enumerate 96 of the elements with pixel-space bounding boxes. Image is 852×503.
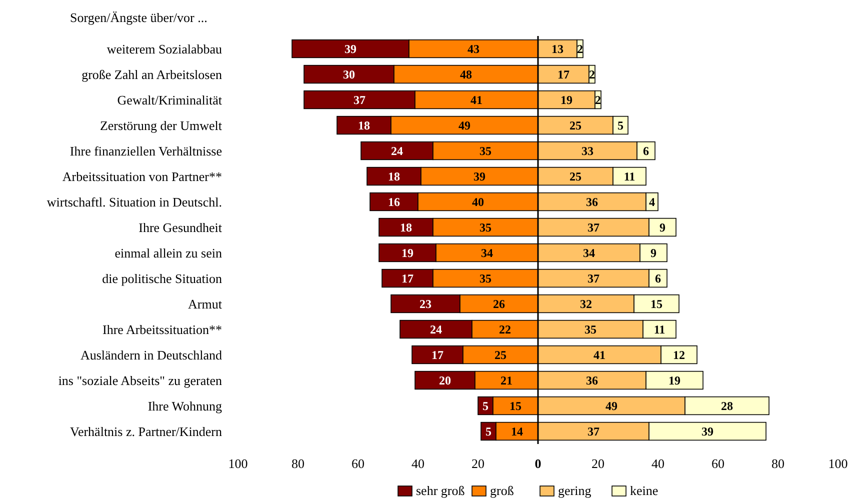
data-label: 26 bbox=[493, 296, 505, 311]
data-label: 22 bbox=[499, 322, 511, 336]
x-tick-label: 60 bbox=[352, 456, 364, 471]
data-label: 2 bbox=[595, 92, 601, 107]
data-label: 18 bbox=[400, 220, 412, 234]
x-tick-label: 100 bbox=[228, 456, 248, 471]
y-tick-label: ins "soziale Abseits" zu geraten bbox=[58, 372, 222, 388]
x-tick-label: 0 bbox=[534, 456, 542, 471]
data-label: 41 bbox=[470, 92, 482, 107]
x-tick-label: 20 bbox=[592, 456, 604, 471]
data-label: 20 bbox=[439, 373, 451, 388]
data-label: 39 bbox=[702, 424, 714, 438]
data-label: 48 bbox=[460, 67, 472, 82]
data-label: 49 bbox=[606, 398, 618, 413]
y-tick-label: Gewalt/Kriminalität bbox=[117, 92, 222, 108]
x-tick-label: 100 bbox=[828, 456, 848, 471]
data-label: 17 bbox=[558, 67, 570, 82]
data-label: 13 bbox=[552, 42, 564, 56]
data-label: 43 bbox=[468, 42, 480, 56]
data-label: 6 bbox=[643, 144, 649, 158]
data-label: 4 bbox=[649, 194, 655, 209]
data-label: 35 bbox=[584, 322, 596, 336]
legend-label: groß bbox=[490, 483, 514, 498]
legend-label: gering bbox=[558, 483, 592, 498]
data-label: 32 bbox=[580, 296, 592, 311]
y-tick-label: Ausländern in Deutschland bbox=[80, 347, 222, 362]
data-label: 5 bbox=[482, 398, 488, 413]
data-label: 25 bbox=[494, 348, 506, 362]
data-label: 24 bbox=[430, 322, 442, 336]
data-label: 28 bbox=[721, 398, 733, 413]
data-label: 18 bbox=[358, 118, 370, 132]
data-label: 49 bbox=[458, 118, 470, 132]
data-label: 39 bbox=[344, 42, 356, 56]
y-tick-label: große Zahl an Arbeitslosen bbox=[82, 66, 222, 82]
data-label: 30 bbox=[343, 67, 355, 82]
data-label: 37 bbox=[588, 220, 600, 234]
x-tick-label: 80 bbox=[292, 456, 304, 471]
data-label: 19 bbox=[560, 92, 572, 107]
data-label: 35 bbox=[480, 220, 492, 234]
y-tick-label: Zerstörung der Umwelt bbox=[100, 118, 222, 133]
data-label: 12 bbox=[673, 348, 685, 362]
data-label: 17 bbox=[402, 271, 414, 286]
data-label: 39 bbox=[474, 169, 486, 184]
y-tick-label: Ihre Gesundheit bbox=[138, 220, 222, 235]
data-label: 33 bbox=[582, 144, 594, 158]
data-label: 14 bbox=[511, 424, 523, 438]
data-label: 2 bbox=[589, 67, 595, 82]
y-tick-label: weiterem Sozialabbau bbox=[106, 41, 222, 56]
data-label: 5 bbox=[486, 424, 492, 438]
x-tick-label: 40 bbox=[412, 456, 424, 471]
data-label: 25 bbox=[570, 169, 582, 184]
y-tick-label: Ihre finanziellen Verhältnisse bbox=[70, 143, 222, 158]
y-tick-label: Verhältnis z. Partner/Kindern bbox=[70, 424, 222, 439]
legend-label: sehr groß bbox=[416, 483, 466, 498]
y-tick-label: die politische Situation bbox=[102, 270, 222, 286]
data-label: 11 bbox=[624, 169, 636, 184]
data-label: 36 bbox=[586, 373, 598, 388]
y-tick-label: einmal allein zu sein bbox=[114, 245, 222, 260]
x-tick-label: 80 bbox=[772, 456, 784, 471]
data-label: 21 bbox=[500, 373, 512, 388]
legend-label: keine bbox=[630, 483, 658, 498]
data-label: 37 bbox=[354, 92, 366, 107]
data-label: 37 bbox=[588, 271, 600, 286]
x-tick-label: 20 bbox=[472, 456, 484, 471]
data-label: 35 bbox=[480, 144, 492, 158]
y-tick-label: Arbeitssituation von Partner** bbox=[62, 168, 222, 184]
data-label: 24 bbox=[391, 144, 403, 158]
data-label: 17 bbox=[432, 348, 444, 362]
data-label: 9 bbox=[650, 246, 656, 260]
data-label: 5 bbox=[618, 118, 624, 132]
data-label: 15 bbox=[650, 296, 662, 311]
data-label: 16 bbox=[388, 194, 400, 209]
data-label: 35 bbox=[480, 271, 492, 286]
data-label: 9 bbox=[660, 220, 666, 234]
chart-title: Sorgen/Ängste über/vor ... bbox=[70, 10, 208, 25]
data-label: 2 bbox=[577, 42, 583, 56]
data-label: 23 bbox=[420, 296, 432, 311]
data-label: 19 bbox=[668, 373, 680, 388]
y-tick-label: Ihre Wohnung bbox=[148, 398, 222, 414]
data-label: 37 bbox=[588, 424, 600, 438]
data-label: 19 bbox=[402, 246, 414, 260]
data-label: 15 bbox=[510, 398, 522, 413]
data-label: 25 bbox=[570, 118, 582, 132]
data-label: 36 bbox=[586, 194, 598, 209]
data-label: 34 bbox=[481, 246, 493, 260]
data-label: 34 bbox=[583, 246, 595, 260]
data-label: 11 bbox=[654, 322, 666, 336]
y-tick-label: Armut bbox=[188, 296, 222, 312]
x-tick-label: 40 bbox=[652, 456, 664, 471]
data-label: 41 bbox=[594, 348, 606, 362]
y-tick-label: wirtschaftl. Situation in Deutschl. bbox=[46, 194, 222, 210]
data-label: 40 bbox=[472, 194, 484, 209]
data-label: 18 bbox=[388, 169, 400, 184]
data-label: 6 bbox=[655, 271, 661, 286]
y-tick-label: Ihre Arbeitssituation** bbox=[102, 322, 222, 337]
x-tick-label: 60 bbox=[712, 456, 724, 471]
